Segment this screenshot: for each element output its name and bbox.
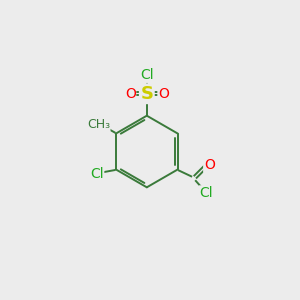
Text: Cl: Cl — [90, 167, 104, 181]
Text: O: O — [125, 87, 136, 101]
Text: CH₃: CH₃ — [87, 118, 110, 131]
Text: O: O — [158, 87, 169, 101]
Text: Cl: Cl — [200, 186, 213, 200]
Text: Cl: Cl — [140, 68, 154, 82]
Text: O: O — [204, 158, 215, 172]
Text: S: S — [140, 85, 153, 103]
